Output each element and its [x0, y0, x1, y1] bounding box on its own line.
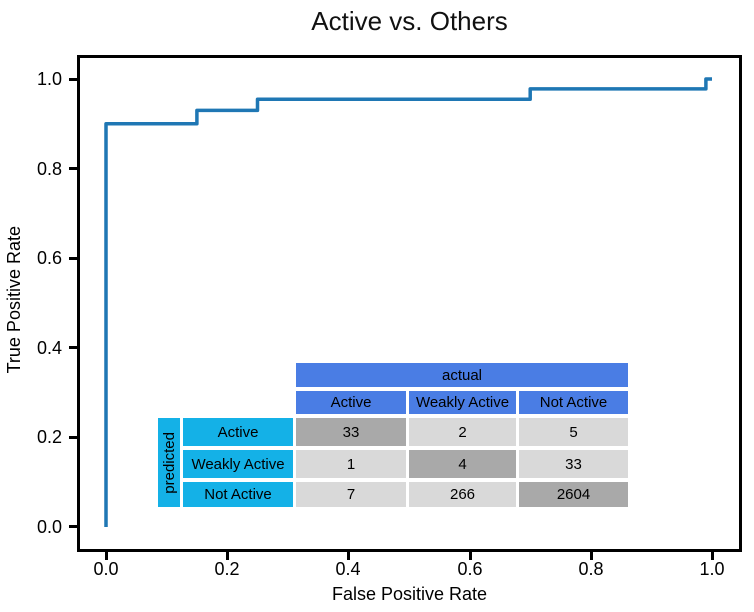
cm-value-cell: 5 [519, 418, 628, 446]
y-tick-label: 0.2 [36, 427, 62, 447]
y-tick-label: 0.6 [36, 248, 62, 268]
cm-col-header-weakly-active: Weakly Active [409, 391, 516, 414]
confusion-matrix: actual Active Weakly Active Not Active p… [158, 363, 628, 507]
y-tick-label: 1.0 [36, 69, 62, 89]
x-tick-label: 1.0 [699, 559, 725, 579]
y-tick-mark [69, 346, 77, 349]
x-tick-mark [226, 552, 229, 560]
x-tick-mark [711, 552, 714, 560]
cm-col-header-not-active: Not Active [519, 391, 628, 414]
x-tick-label: 0.2 [214, 559, 240, 579]
page-title: Active vs. Others [311, 6, 508, 36]
cm-value-cell: 33 [296, 418, 406, 446]
cm-row-label-weakly-active: Weakly Active [183, 450, 293, 478]
cm-row-label-not-active: Not Active [183, 482, 293, 507]
cm-value-cell: 266 [409, 482, 516, 507]
x-tick-label: 0.0 [93, 559, 119, 579]
x-tick-mark [469, 552, 472, 560]
x-axis-label: False Positive Rate [331, 584, 488, 604]
cm-value-cell: 4 [409, 450, 516, 478]
cm-value-cell: 2604 [519, 482, 628, 507]
y-axis-label-text: True Positive Rate [3, 226, 24, 374]
x-tick-label: 0.6 [457, 559, 483, 579]
y-tick-mark [69, 525, 77, 528]
roc-curve-svg [104, 77, 712, 527]
cm-actual-header: actual [296, 363, 628, 387]
roc-curve-line [104, 77, 712, 527]
cm-predicted-header: predicted [158, 418, 180, 507]
y-axis-label: True Positive Rate [2, 213, 26, 387]
x-tick-mark [590, 552, 593, 560]
y-tick-mark [69, 436, 77, 439]
y-tick-label: 0.0 [36, 517, 62, 537]
cm-predicted-header-text: predicted [160, 431, 178, 494]
y-tick-mark [69, 167, 77, 170]
x-tick-mark [347, 552, 350, 560]
y-tick-label: 0.4 [36, 338, 62, 358]
cm-row-label-active: Active [183, 418, 293, 446]
y-tick-mark [69, 257, 77, 260]
cm-value-cell: 2 [409, 418, 516, 446]
x-tick-label: 0.4 [335, 559, 361, 579]
cm-value-cell: 33 [519, 450, 628, 478]
x-tick-label: 0.8 [578, 559, 604, 579]
y-tick-label: 0.8 [36, 159, 62, 179]
x-tick-mark [105, 552, 108, 560]
cm-value-cell: 7 [296, 482, 406, 507]
cm-col-header-active: Active [296, 391, 406, 414]
cm-value-cell: 1 [296, 450, 406, 478]
y-tick-mark [69, 78, 77, 81]
